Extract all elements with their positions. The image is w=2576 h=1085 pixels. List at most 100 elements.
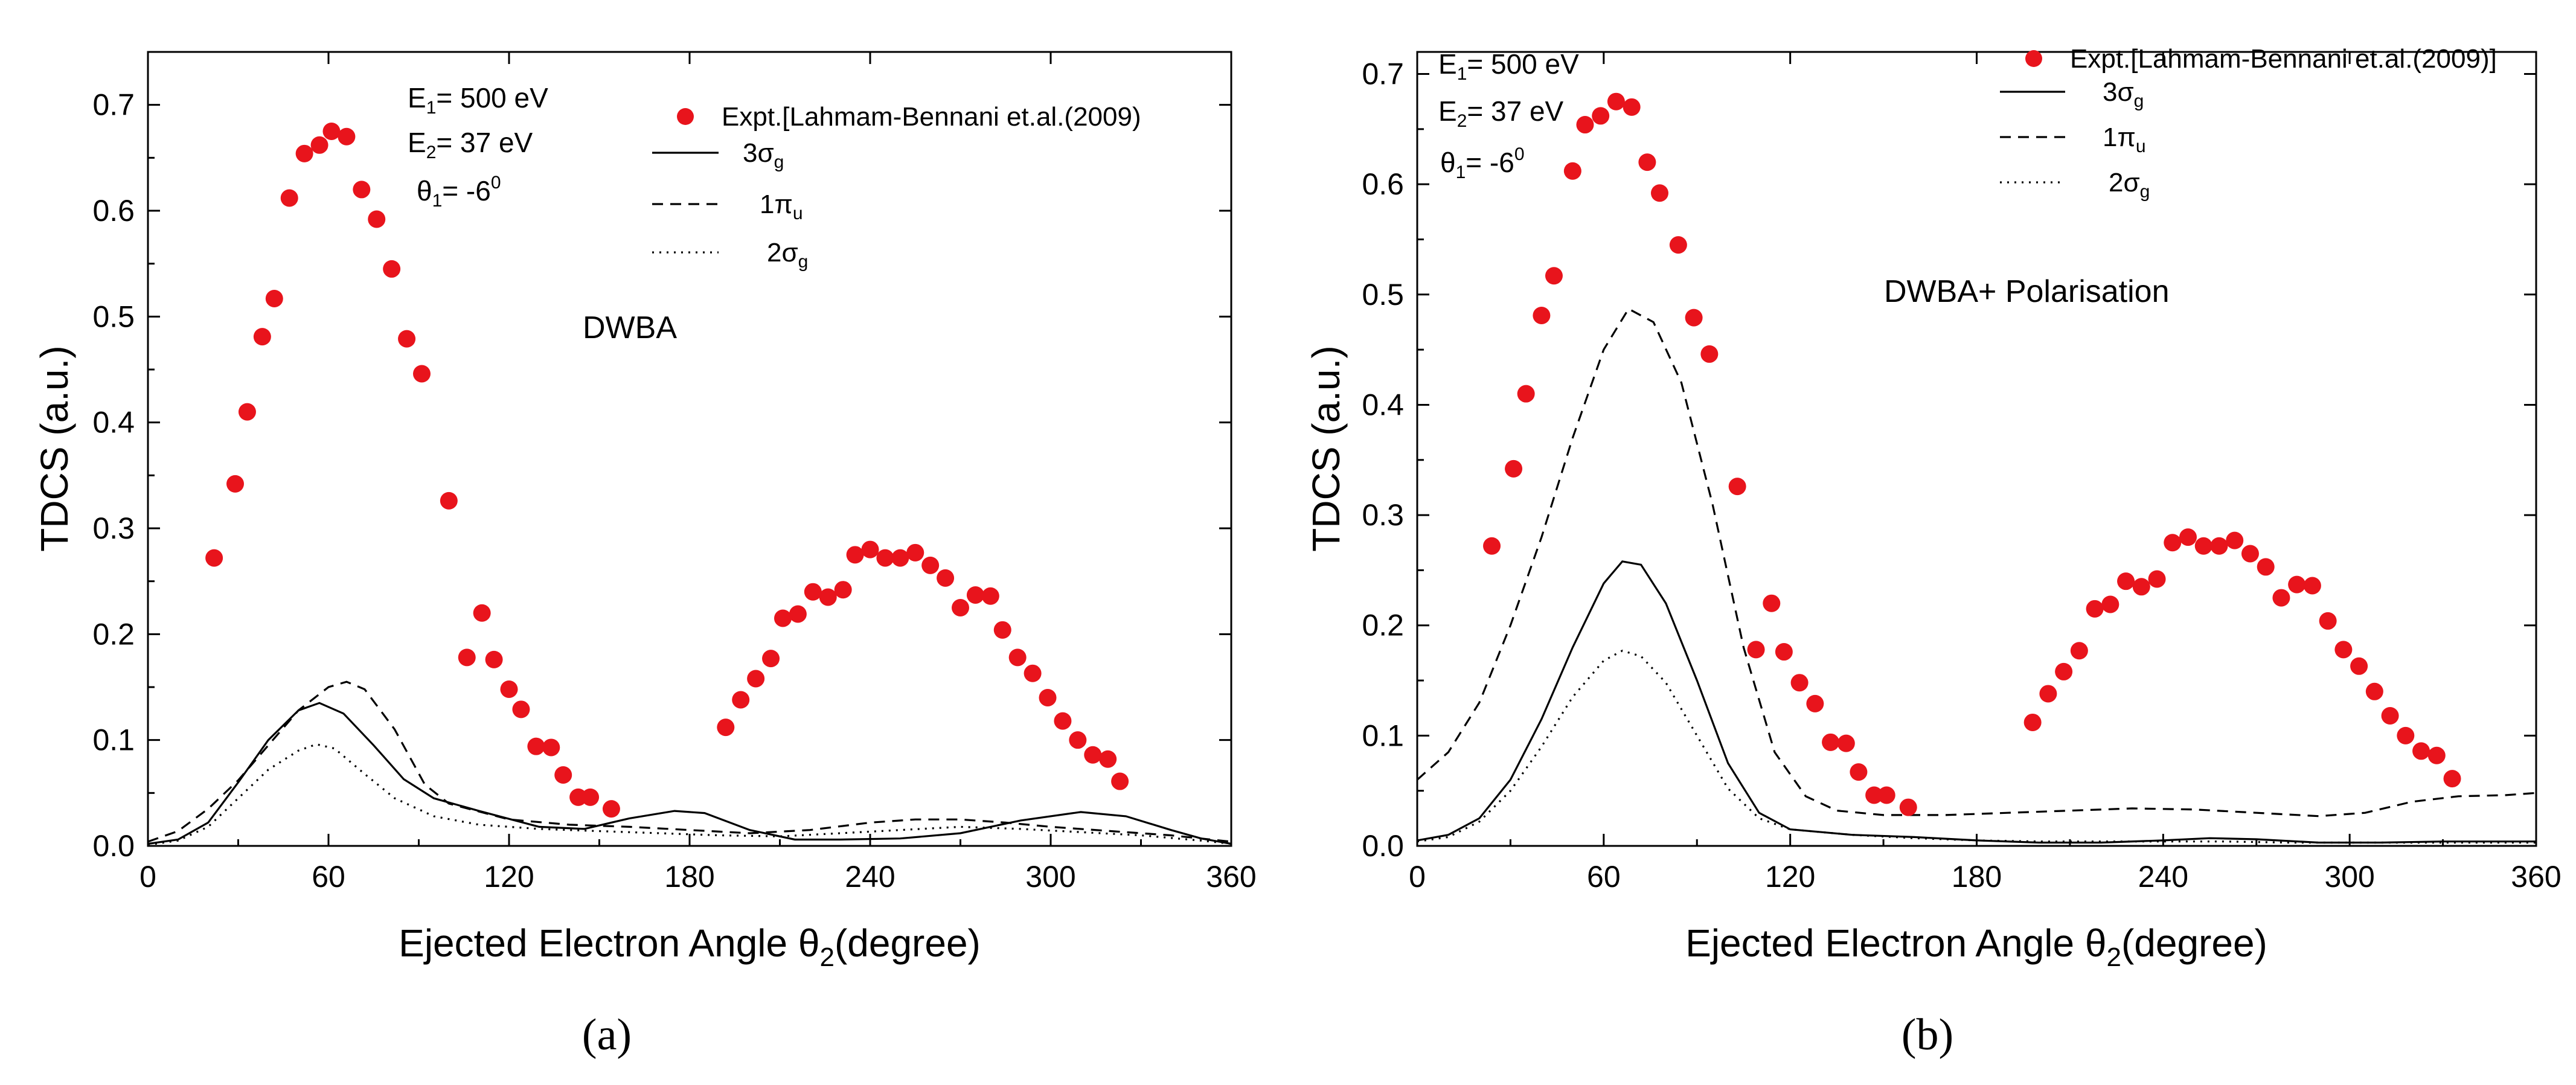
panel-b-expt-points: [1483, 92, 2461, 816]
panel-a-expt-point-52: [1084, 746, 1102, 764]
panel-a-x-axis-title: Ejected Electron Angle θ2(degree): [399, 921, 981, 972]
panel-a-expt-point-23: [554, 766, 572, 784]
panel-a-expt-point-49: [1039, 689, 1057, 707]
panel-b-y-tick-label-6: 0.6: [1362, 167, 1404, 201]
panel-b-series-solid: [1417, 560, 2536, 844]
panel-b-expt-point-54: [2443, 770, 2461, 788]
panel-a-expt-point-51: [1069, 731, 1087, 749]
panel-a-expt-point-21: [527, 737, 545, 755]
panel-b-expt-point-15: [1728, 478, 1746, 496]
panel-a-expt-point-33: [804, 583, 822, 601]
panel-b-y-tick-label-5: 0.5: [1362, 278, 1404, 312]
panel-b-expt-point-53: [2427, 746, 2446, 764]
panel-a-expt-point-29: [747, 670, 765, 688]
panel-a-expt-point-25: [582, 788, 600, 806]
panel-b-x-tick-label-5: 300: [2324, 860, 2374, 894]
panel-a-expt-point-45: [981, 587, 999, 605]
panel-a-x-tick-label-6: 360: [1206, 860, 1256, 894]
panel-a-expt-point-44: [966, 586, 984, 604]
panel-b-expt-point-45: [2303, 577, 2321, 595]
panel-a-expt-point-13: [398, 330, 416, 348]
panel-a-expt-point-8: [322, 123, 341, 140]
panel-a-expt-point-7: [310, 136, 328, 154]
panel-b-x-title-main: Ejected Electron Angle θ: [1685, 921, 2106, 965]
panel-a-series-dashed: [147, 680, 1232, 843]
panel-b-expt-point-18: [1775, 643, 1793, 661]
panel-a-y-tick-label-4: 0.4: [92, 406, 135, 440]
panel-a-x-tick-label-4: 240: [845, 860, 895, 894]
panel-b-legend-expt-marker: [2025, 50, 2042, 67]
panel-a-expt-point-14: [412, 365, 431, 383]
panel-b-expt-point-51: [2397, 726, 2415, 744]
panel-a-series-dotted: [147, 743, 1232, 846]
panel-b-y-tick-label-7: 0.7: [1362, 57, 1404, 91]
panel-b-expt-point-33: [2117, 572, 2135, 591]
panel-b-x-tick-label-1: 60: [1587, 860, 1621, 894]
panel-a-expt-points: [205, 123, 1129, 818]
panel-b-expt-point-31: [2086, 600, 2104, 618]
panel-b-x-axis-title: Ejected Electron Angle θ2(degree): [1685, 921, 2267, 972]
panel-a-expt-point-24: [569, 788, 588, 806]
panel-b-y-tick-label-1: 0.1: [1362, 719, 1404, 752]
panel-a-y-tick-label-6: 0.6: [92, 194, 135, 228]
panel-a-expt-point-22: [542, 738, 560, 757]
panel-b-x-tick-label-0: 0: [1409, 860, 1426, 894]
panel-b-caption: (b): [1902, 1010, 1953, 1060]
panel-b-x-tick-label-3: 180: [1952, 860, 2002, 894]
panel-b-expt-point-32: [2101, 595, 2119, 613]
panel-a-expt-point-47: [1008, 648, 1027, 667]
panel-a-expt-point-46: [993, 621, 1011, 639]
panel-b-x-tick-label-4: 240: [2138, 860, 2188, 894]
panel-b-legend-2sg-label: 2σg: [2109, 168, 2150, 202]
panel-b-x-tick-label-6: 360: [2511, 860, 2561, 894]
panel-b-legend-3sg-label: 3σg: [2103, 77, 2144, 111]
panel-a-expt-point-30: [762, 650, 780, 668]
panel-a-expt-point-9: [338, 127, 356, 146]
panel-b-expt-point-47: [2334, 641, 2353, 659]
panel-b-curves: [1416, 307, 2537, 844]
panel-b-series-dotted: [1417, 649, 2536, 844]
panel-b-expt-point-9: [1623, 98, 1641, 116]
panel-a-expt-point-26: [602, 800, 620, 818]
panel-a-y-tick-label-5: 0.5: [92, 299, 135, 333]
panel-a-expt-point-20: [512, 700, 530, 719]
panel-b-expt-point-23: [1850, 763, 1868, 781]
panel-a-expt-point-1: [226, 475, 245, 493]
panel-a-x-tick-label-2: 120: [484, 860, 534, 894]
panel-b: 0 60 120 180 240 300 360 0.0 0.1 0.2 0.3 0.4 0.5 0.6 0…: [1304, 44, 2562, 1060]
panel-a-expt-point-15: [440, 491, 458, 510]
panel-b-expt-point-8: [1607, 92, 1625, 110]
panel-a-expt-point-43: [952, 599, 969, 616]
panel-b-expt-point-52: [2412, 742, 2430, 760]
panel-b-expt-point-7: [1592, 107, 1610, 125]
panel-a-x-title-main: Ejected Electron Angle θ: [399, 921, 819, 965]
panel-a-expt-point-0: [205, 549, 223, 567]
panel-a-axes: 0 60 120 180 240 300 360 0.0 0.1 0.2 0.3 0.4 0.5 0.6 0…: [92, 52, 1257, 894]
panel-a-expt-point-42: [937, 569, 955, 587]
panel-a-expt-point-4: [265, 290, 283, 308]
panel-a-annotation-e1: E1= 500 eV: [408, 82, 548, 118]
panel-b-expt-point-16: [1747, 641, 1765, 659]
panel-a-expt-point-27: [717, 719, 735, 737]
panel-a-expt-point-36: [846, 546, 864, 564]
panel-b-expt-point-28: [2039, 685, 2057, 703]
panel-a-legend: Expt.[Lahmam-Bennani et.al.(2009) 3σg 1π…: [652, 102, 1141, 272]
panel-a-y-tick-label-1: 0.1: [92, 723, 135, 757]
panel-b-y-axis-title: TDCS (a.u.): [1304, 345, 1348, 551]
panel-b-annotation-e2: E2= 37 eV: [1438, 95, 1564, 131]
panel-b-expt-point-14: [1700, 345, 1719, 363]
panel-b-expt-point-6: [1576, 116, 1594, 134]
panel-b-expt-point-3: [1533, 307, 1551, 325]
panel-a-x-tick-label-1: 60: [312, 860, 345, 894]
panel-b-expt-point-35: [2148, 570, 2166, 588]
panel-b-expt-point-37: [2179, 528, 2197, 546]
panel-a-expt-point-12: [383, 260, 401, 278]
panel-a-expt-point-48: [1024, 664, 1042, 682]
panel-b-legend-1pu-label: 1πu: [2103, 123, 2146, 156]
panel-a-expt-point-32: [789, 605, 807, 623]
panel-a-x-tick-label-3: 180: [664, 860, 714, 894]
panel-b-expt-point-19: [1790, 674, 1809, 692]
panel-b-expt-point-42: [2257, 558, 2275, 576]
panel-a-method-label: DWBA: [583, 310, 677, 345]
